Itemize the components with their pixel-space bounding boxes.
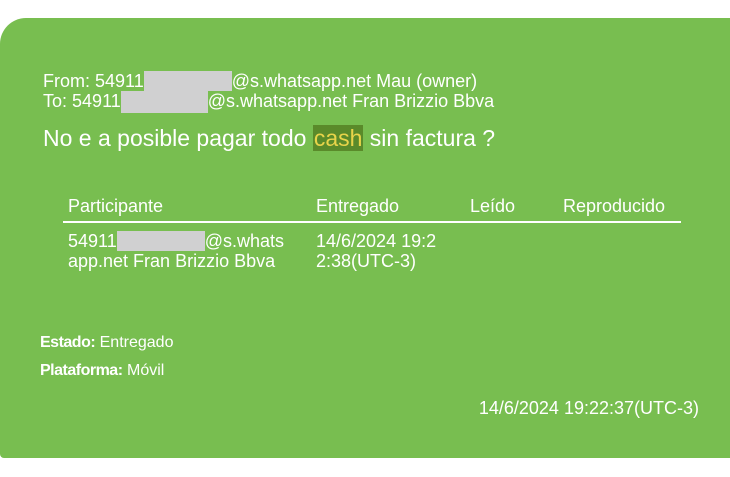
status-value: Entregado [99,334,174,351]
message-part: sin factura ? [369,125,496,151]
to-number-prefix: 54911 [72,91,121,111]
status-label: Estado: [40,334,96,351]
to-label: To: [43,91,68,111]
redacted-box [143,71,232,91]
message-part: No e a posible pagar todo [43,125,307,151]
from-label: From: [43,71,90,91]
column-header-participant: Participante [68,196,164,216]
to-line: To: 54911 @s.whatsapp.net Fran Brizzio Bb… [43,91,494,113]
column-header-delivered: Entregado [316,196,400,216]
status-line: Estado: Entregado [40,334,173,352]
platform-line: Plataforma: Móvil [40,362,164,380]
platform-label: Plataforma: [40,362,123,379]
from-suffix: @s.whatsapp.net Mau (owner) [231,71,478,91]
platform-value: Móvil [126,362,165,379]
search-highlight: cash [312,125,364,151]
participant-prefix: 54911 [68,231,117,251]
message-timestamp: 14/6/2024 19:22:37(UTC-3) [478,398,699,418]
to-suffix: @s.whatsapp.net Fran Brizzio Bbva [207,91,495,111]
from-line: From: 54911 @s.whatsapp.net Mau (owner) [43,71,477,91]
column-header-played: Reproducido [563,196,666,216]
participant-suffix: @s.whats app.net Fran Brizzio Bbva [68,231,285,271]
redacted-box [116,231,205,251]
redacted-box [120,91,208,113]
column-header-read: Leído [470,196,516,216]
from-number-prefix: 54911 [95,71,144,91]
table-row-delivered: 14/6/2024 19:22:38(UTC-3) [316,231,437,271]
message-text: No e a posible pagar todo cash sin factu… [43,124,495,152]
table-divider [63,221,681,223]
table-row-participant: 54911 @s.whats app.net Fran Brizzio Bbva [68,231,304,271]
